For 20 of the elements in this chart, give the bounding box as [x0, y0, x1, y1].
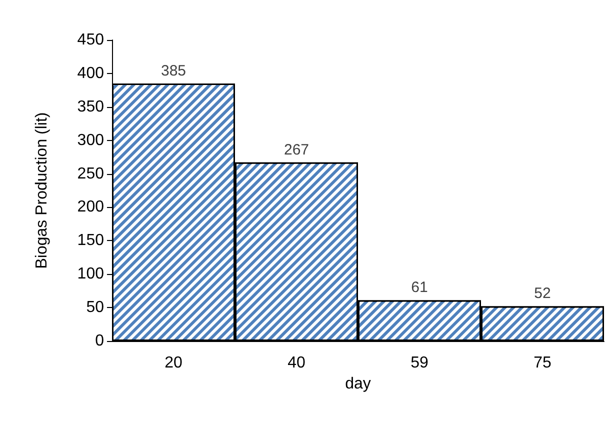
- y-tick-label: 200: [77, 198, 104, 216]
- data-label: 61: [411, 279, 428, 296]
- y-tick-label: 250: [77, 165, 104, 182]
- y-tick-label: 50: [86, 299, 104, 316]
- y-tick-label: 300: [77, 132, 104, 149]
- data-label: 52: [534, 285, 551, 302]
- y-tick-label: 400: [77, 64, 104, 82]
- y-tick-label: 0: [95, 332, 104, 350]
- y-tick-label: 100: [77, 266, 104, 283]
- y-axis-title: Biogas Production (lit): [34, 112, 50, 269]
- y-tick-label: 150: [77, 232, 104, 250]
- y-tick-label: 350: [77, 98, 104, 116]
- x-tick-label: 40: [288, 354, 306, 372]
- x-axis-title: day: [345, 376, 371, 392]
- x-tick-label: 75: [534, 354, 552, 372]
- data-label: 385: [160, 62, 186, 80]
- y-tick-label: 450: [77, 32, 104, 48]
- data-label: 267: [284, 141, 310, 158]
- x-tick-label: 20: [164, 354, 182, 372]
- x-tick-label: 59: [410, 354, 428, 372]
